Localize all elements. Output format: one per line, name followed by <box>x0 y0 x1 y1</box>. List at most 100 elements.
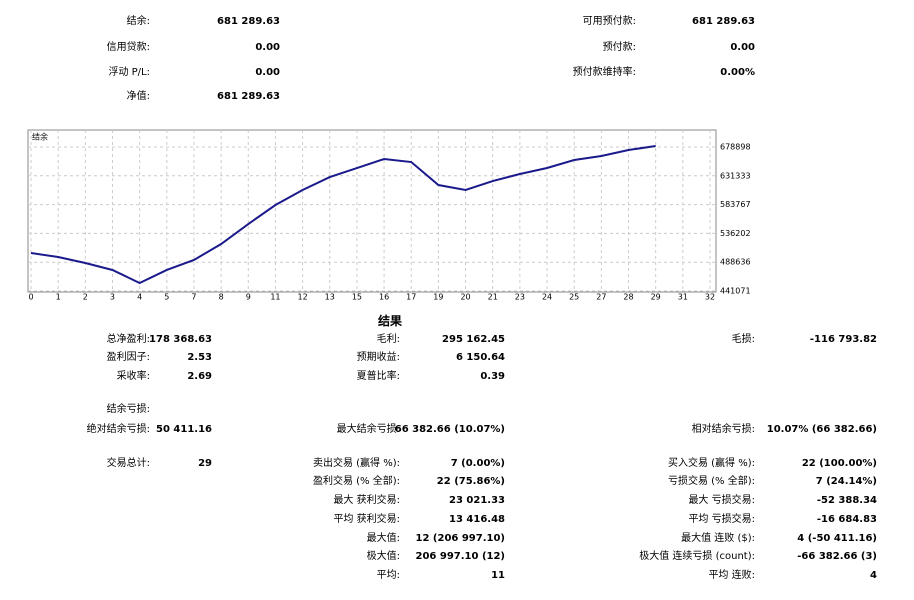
summary-value: 0.00 <box>255 42 280 53</box>
result-value: 4 (-50 411.16) <box>797 533 877 544</box>
x-tick-label: 27 <box>596 293 606 302</box>
result-label: 毛利: <box>376 334 400 345</box>
x-tick-label: 12 <box>298 293 308 302</box>
result-label: 卖出交易 (赢得 %): <box>312 458 400 469</box>
x-tick-label: 17 <box>406 293 416 302</box>
result-value: 206 997.10 (12) <box>415 551 505 562</box>
result-label: 毛损: <box>731 334 755 345</box>
x-tick-label: 9 <box>246 293 251 302</box>
x-tick-label: 32 <box>705 293 715 302</box>
y-tick-label: 441071 <box>720 287 751 296</box>
x-tick-label: 3 <box>110 293 115 302</box>
balance-line <box>30 144 656 285</box>
result-label: 平均: <box>376 570 400 581</box>
x-tick-label: 2 <box>83 293 88 302</box>
x-tick-label: 31 <box>678 293 688 302</box>
result-label: 最大 亏损交易: <box>688 495 755 506</box>
result-value: 295 162.45 <box>442 334 505 345</box>
result-label: 平均 获利交易: <box>333 514 400 525</box>
x-tick-label: 29 <box>651 293 661 302</box>
result-value: 22 (75.86%) <box>436 476 505 487</box>
x-tick-label: 13 <box>325 293 335 302</box>
summary-value: 681 289.63 <box>217 91 280 102</box>
result-label: 总净盈利: <box>106 334 150 345</box>
summary-value: 0.00 <box>255 67 280 78</box>
y-tick-label: 631333 <box>720 171 751 180</box>
result-label: 亏损交易 (% 全部): <box>667 476 755 487</box>
result-label: 夏普比率: <box>356 371 400 382</box>
summary-label: 浮动 P/L: <box>108 67 150 78</box>
summary-label: 预付款: <box>602 42 636 53</box>
result-value: 29 <box>198 458 212 469</box>
result-label: 最大 获利交易: <box>333 495 400 506</box>
summary-value: 681 289.63 <box>217 16 280 27</box>
result-value: -16 684.83 <box>816 514 877 525</box>
result-value: -66 382.66 (3) <box>797 551 877 562</box>
chart-title: 结余 <box>32 132 48 142</box>
x-tick-label: 25 <box>569 293 579 302</box>
result-value: 11 <box>491 570 505 581</box>
y-tick-label: 488636 <box>720 258 751 267</box>
x-tick-label: 16 <box>379 293 389 302</box>
result-value: 0.39 <box>480 371 505 382</box>
result-label: 盈利因子: <box>106 352 150 363</box>
y-tick-label: 536202 <box>720 229 751 238</box>
x-tick-label: 24 <box>542 293 552 302</box>
result-label: 采收率: <box>116 371 150 382</box>
result-label: 预期收益: <box>356 352 400 363</box>
x-tick-label: 11 <box>270 293 280 302</box>
result-label: 最大结余亏损: <box>336 424 400 435</box>
result-value: 2.69 <box>187 371 212 382</box>
result-value: 7 (0.00%) <box>450 458 505 469</box>
result-value: -52 388.34 <box>816 495 877 506</box>
result-label: 极大值 连续亏损 (count): <box>639 551 755 562</box>
summary-label: 结余: <box>126 16 150 27</box>
x-tick-label: 28 <box>623 293 633 302</box>
result-value: 23 021.33 <box>449 495 505 506</box>
x-tick-label: 20 <box>460 293 470 302</box>
summary-value: 0.00 <box>730 42 755 53</box>
result-label: 绝对结余亏损: <box>86 424 150 435</box>
result-value: 12 (206 997.10) <box>415 533 505 544</box>
result-value: 2.53 <box>187 352 212 363</box>
result-label: 最大值 连败 ($): <box>681 533 755 544</box>
result-value: 10.07% (66 382.66) <box>766 424 877 435</box>
x-tick-label: 15 <box>352 293 362 302</box>
result-label: 平均 亏损交易: <box>688 514 755 525</box>
x-tick-label: 0 <box>28 293 33 302</box>
result-value: 4 <box>870 570 877 581</box>
x-tick-label: 21 <box>488 293 498 302</box>
result-label: 极大值: <box>366 551 400 562</box>
result-label: 最大值: <box>366 533 400 544</box>
y-tick-label: 583767 <box>720 200 751 209</box>
summary-label: 净值: <box>126 91 150 102</box>
summary-value: 0.00% <box>720 67 755 78</box>
result-label: 相对结余亏损: <box>691 424 755 435</box>
result-value: 66 382.66 (10.07%) <box>394 424 505 435</box>
x-tick-label: 1 <box>56 293 61 302</box>
x-tick-label: 7 <box>191 293 196 302</box>
result-label: 结余亏损: <box>106 404 150 415</box>
result-value: 6 150.64 <box>455 352 505 363</box>
x-tick-label: 4 <box>137 293 142 302</box>
x-tick-label: 23 <box>515 293 525 302</box>
summary-label: 信用贷款: <box>106 42 150 53</box>
result-label: 交易总计: <box>106 458 150 469</box>
result-label: 盈利交易 (% 全部): <box>312 476 400 487</box>
result-value: 13 416.48 <box>449 514 505 525</box>
results-title: 结果 <box>377 314 403 328</box>
result-value: -116 793.82 <box>809 334 877 345</box>
summary-value: 681 289.63 <box>692 16 755 27</box>
x-tick-label: 19 <box>433 293 443 302</box>
summary-label: 预付款维持率: <box>572 67 636 78</box>
summary-label: 可用预付款: <box>582 16 636 27</box>
result-value: 50 411.16 <box>156 424 212 435</box>
result-value: 178 368.63 <box>149 334 212 345</box>
result-label: 买入交易 (赢得 %): <box>667 458 755 469</box>
result-label: 平均 连败: <box>708 570 755 581</box>
result-value: 7 (24.14%) <box>815 476 877 487</box>
y-tick-label: 678898 <box>720 143 751 152</box>
x-tick-label: 5 <box>164 293 169 302</box>
